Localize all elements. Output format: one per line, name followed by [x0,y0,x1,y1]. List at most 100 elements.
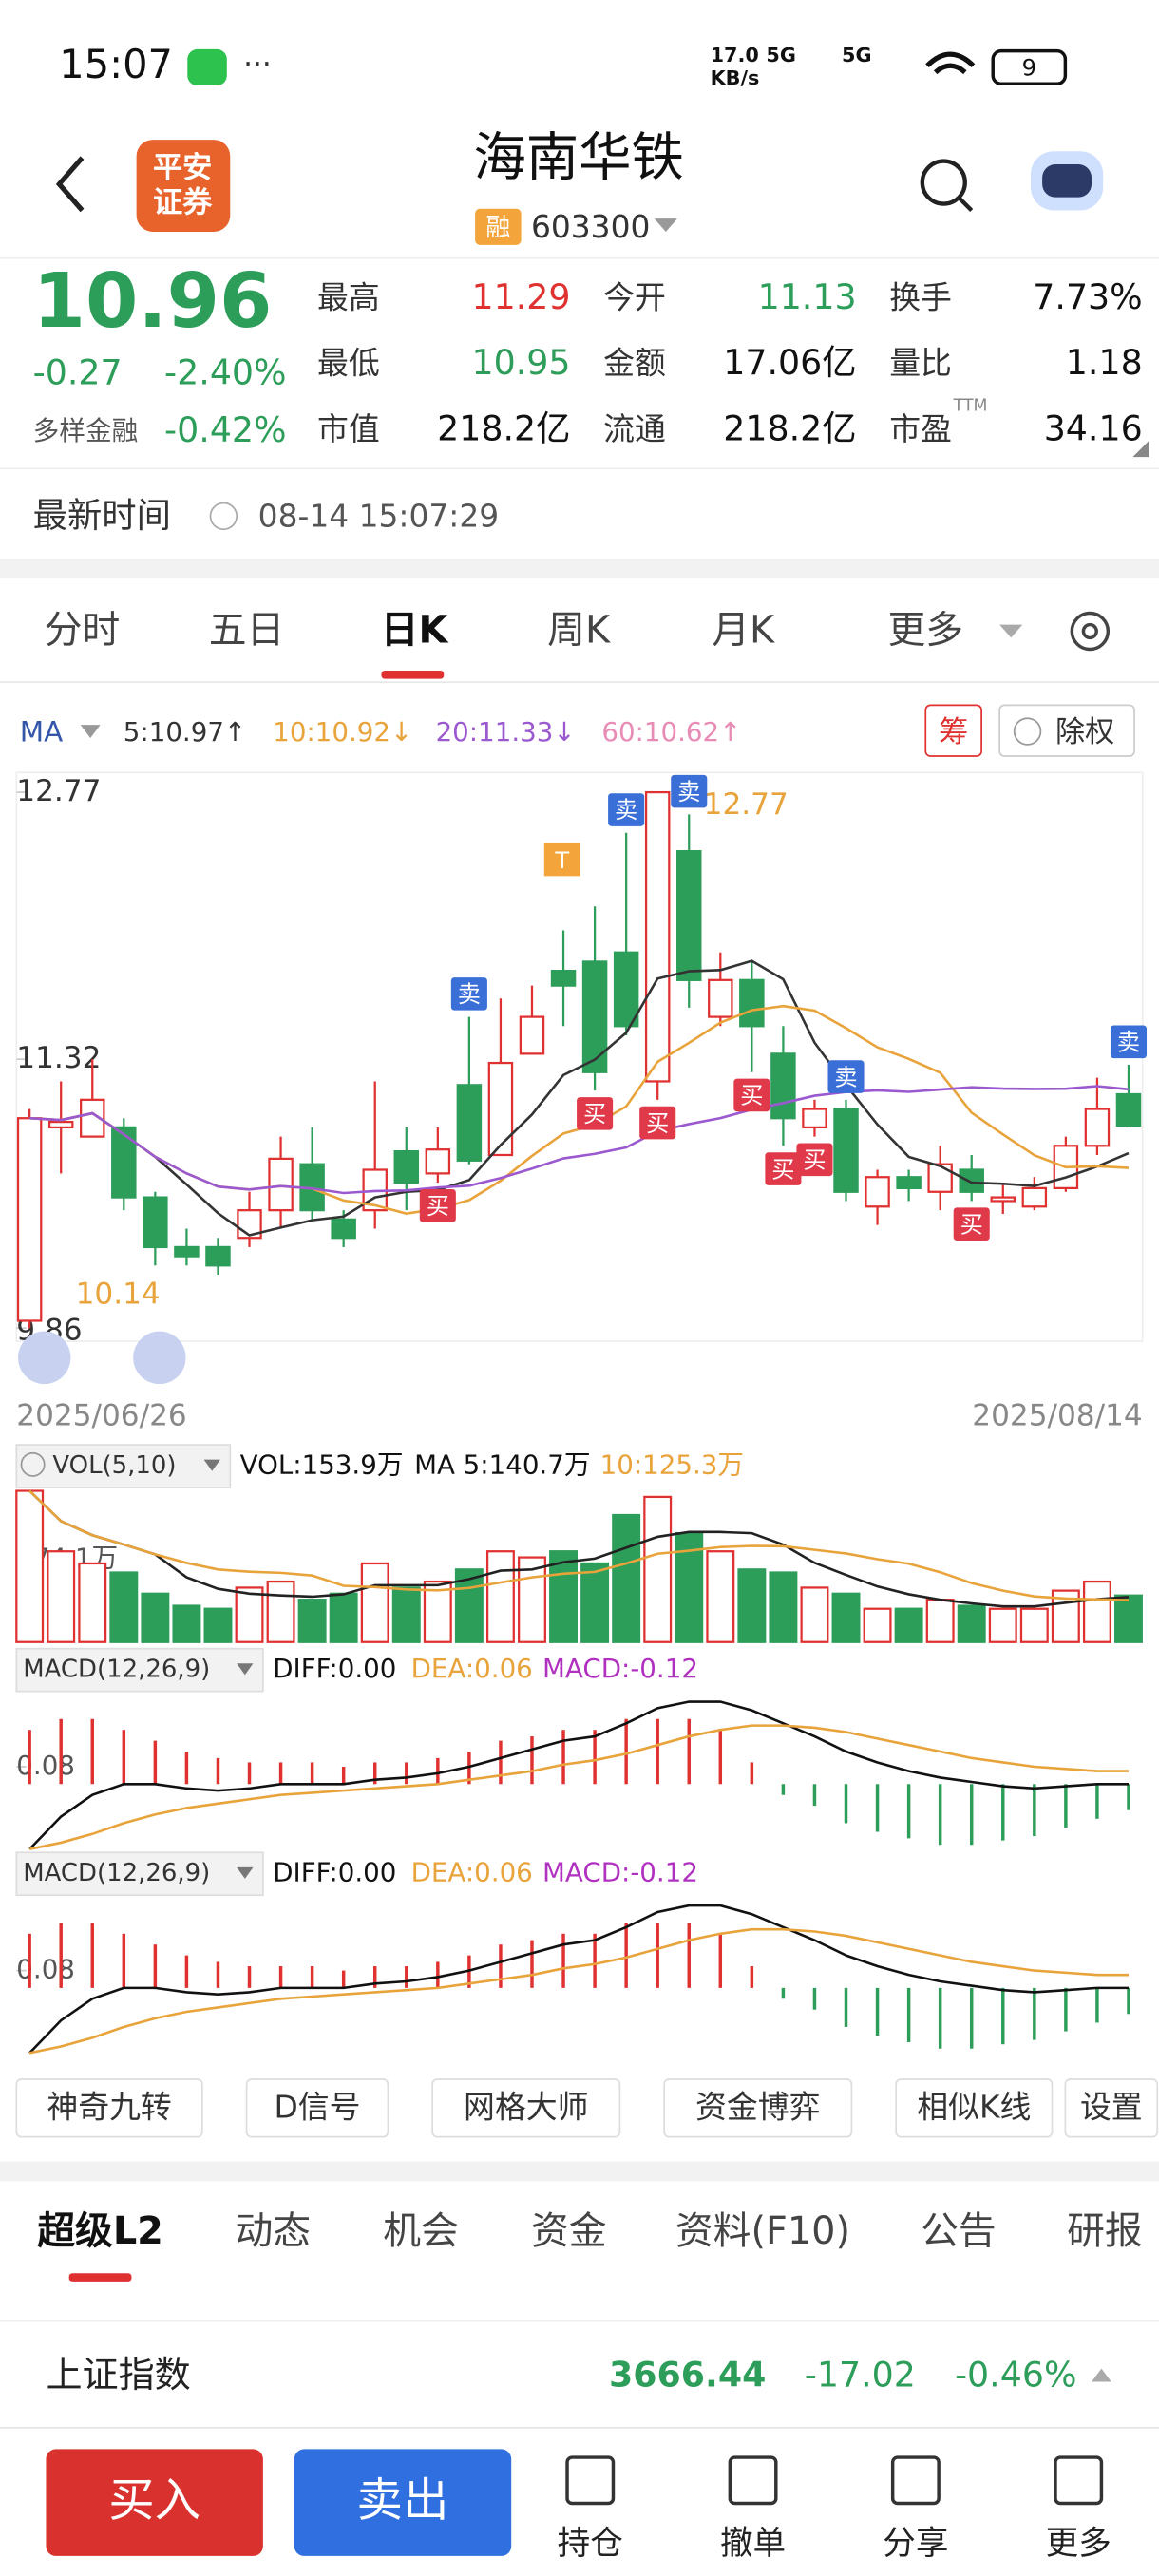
fullscreen-button[interactable] [133,1331,186,1385]
candle-body [1115,1092,1142,1127]
tab[interactable]: 月K [712,609,775,653]
volume-bar [391,1586,421,1643]
tab[interactable]: 五日 [209,609,285,653]
info-icon [1013,717,1042,746]
badge-text: 融 [485,214,510,242]
ma-item: 20:11.33↓ [436,716,576,748]
volume-bar [612,1513,641,1643]
info-icon [20,1451,46,1477]
index-bar[interactable] [0,2323,1159,2427]
macd-selector[interactable] [15,1851,264,1897]
field-value: 7.73% [1033,276,1142,317]
candle-body [48,1120,74,1129]
macd-label: MACD(12,26,9) [23,1656,210,1684]
sub-tab[interactable]: 资金 [531,2209,607,2253]
signal-text: 买 [803,1147,826,1174]
expand-button[interactable] [18,1331,71,1385]
tab-underline [68,2273,132,2282]
dropdown[interactable] [999,624,1023,638]
sub-tab[interactable]: 资料(F10) [675,2209,850,2253]
nav-icon[interactable] [890,2455,940,2506]
candle-body [425,1148,451,1175]
nav-text: 更多 [1046,2525,1112,2563]
logo [136,140,231,232]
tool-button[interactable] [245,2078,390,2138]
nav-icon[interactable] [1054,2455,1104,2506]
sell-button[interactable] [294,2449,512,2556]
index-name: 上证指数 [46,2354,190,2396]
field-value: 218.2亿 [437,407,570,448]
nav-icon[interactable] [728,2455,778,2506]
tab[interactable]: 日K [381,609,450,653]
volume-bar [1019,1607,1049,1643]
signal-text: 买 [771,1156,794,1183]
chip-button[interactable] [924,704,982,757]
field-value: 218.2亿 [723,407,856,448]
tool-button[interactable] [15,2078,203,2138]
field-value: 34.16 [1044,407,1143,448]
volume-bar [800,1586,829,1643]
tool-button[interactable] [663,2078,853,2138]
macd-panel: MACD(12,26,9) DIFF:0.00 DEA:0.06 MACD:-0.12… [15,1647,1130,1851]
search-icon[interactable] [920,159,967,206]
tab[interactable]: 周K [547,609,611,653]
vol-selector[interactable] [15,1444,232,1488]
change-pct: -2.40% [164,352,287,393]
field-label: 今开 [603,278,666,315]
candle-body [676,849,702,981]
sub-tab[interactable]: 动态 [235,2209,311,2253]
buy-signal [577,1097,614,1130]
diff-line [28,1904,1129,2055]
volume-bar [549,1550,579,1643]
y-tick-label: 11.32 [16,1041,101,1075]
tool-button[interactable] [895,2078,1054,2138]
tab[interactable]: 更多 [887,609,963,653]
dropdown [80,725,101,738]
volume-bar [643,1495,673,1643]
tab-underline [381,671,445,679]
tool-button[interactable] [431,2078,621,2138]
more-dots: ··· [243,47,272,82]
back-button[interactable] [55,156,85,213]
diff-label: DIFF:0.00 [273,1857,396,1888]
dropdown[interactable] [654,218,677,232]
volume-bar [360,1562,390,1643]
signal-text: 买 [583,1101,606,1127]
field-label: 市盈 [889,410,952,447]
candle-body [896,1176,922,1190]
volume-bar [485,1550,515,1643]
field-label: 换手 [889,278,952,315]
sub-tab[interactable]: 研报 [1067,2209,1143,2253]
candle-body [1084,1108,1111,1147]
ma-label[interactable]: MA [20,715,64,748]
tool-text: 资金博弈 [695,2089,820,2126]
tool-button[interactable] [1064,2078,1159,2138]
speed: 17.0 [711,44,759,66]
sub-tab[interactable]: 超级L2 [37,2209,163,2253]
field-label: 金额 [603,345,666,382]
buy-button[interactable] [46,2449,263,2556]
candle-body [174,1245,200,1258]
signal-text: 卖 [458,981,481,1008]
logo-text: 证券 [153,186,213,220]
volume-bar [925,1599,955,1643]
battery-level: 9 [1022,55,1036,82]
buy-text: 买入 [108,2474,200,2528]
nav-text: 持仓 [558,2525,623,2563]
sector: 多样金融 [33,415,139,446]
info-icon[interactable] [209,502,238,531]
tab[interactable]: 分时 [45,609,121,653]
arrow-up [1092,2368,1112,2382]
macd-selector[interactable] [15,1647,264,1693]
sub-tab[interactable]: 机会 [383,2209,459,2253]
tool-text: 设置 [1080,2089,1143,2126]
buy-signal [639,1106,676,1140]
dea-label: DEA:0.06 [411,1653,533,1684]
ma-item: 10:10.92↓ [273,716,412,748]
nav-icon[interactable] [565,2455,616,2506]
settings-icon[interactable] [1070,611,1111,652]
dea-line [28,1927,1129,2055]
stock-code: 603300 [531,208,650,245]
sell-signal [450,977,487,1011]
sub-tab[interactable]: 公告 [921,2209,997,2253]
